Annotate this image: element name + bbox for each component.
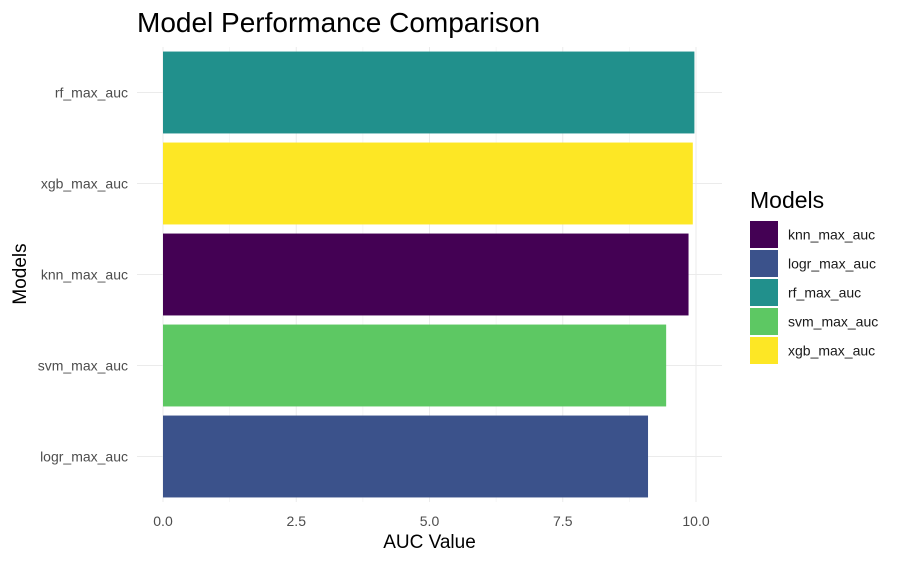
bar-rf_max_auc xyxy=(163,51,695,134)
legend-item: logr_max_auc xyxy=(750,250,876,277)
legend-label: rf_max_auc xyxy=(788,285,861,301)
y-tick-label: svm_max_auc xyxy=(38,358,128,374)
x-tick-label: 5.0 xyxy=(420,513,440,529)
chart-title: Model Performance Comparison xyxy=(137,7,540,38)
x-axis-ticks: 0.0 2.5 5.0 7.5 10.0 xyxy=(153,513,710,529)
x-tick-label: 0.0 xyxy=(153,513,173,529)
x-tick-label: 10.0 xyxy=(682,513,709,529)
bar-svm_max_auc xyxy=(163,324,667,407)
legend: Models knn_max_auc logr_max_auc rf_max_auc… xyxy=(750,187,878,364)
legend-key xyxy=(750,279,778,306)
legend-item: knn_max_auc xyxy=(750,221,875,248)
y-axis-ticks: rf_max_auc xgb_max_auc knn_max_auc svm_max_… xyxy=(38,85,128,465)
x-axis-title: AUC Value xyxy=(383,532,476,553)
bar-xgb_max_auc xyxy=(163,142,693,225)
y-tick-label: rf_max_auc xyxy=(55,85,128,101)
y-tick-label: xgb_max_auc xyxy=(41,176,128,192)
legend-item: svm_max_auc xyxy=(750,308,878,335)
bar-logr_max_auc xyxy=(163,415,649,498)
legend-key xyxy=(750,221,778,248)
y-tick-label: knn_max_auc xyxy=(41,267,128,283)
legend-label: logr_max_auc xyxy=(788,256,876,272)
legend-title: Models xyxy=(750,187,824,213)
y-axis-title: Models xyxy=(10,243,31,304)
y-tick-label: logr_max_auc xyxy=(40,449,128,465)
bars xyxy=(163,51,695,498)
legend-item: rf_max_auc xyxy=(750,279,861,306)
bar-knn_max_auc xyxy=(163,233,689,316)
legend-key xyxy=(750,308,778,335)
legend-label: svm_max_auc xyxy=(788,314,878,330)
legend-label: xgb_max_auc xyxy=(788,343,875,359)
legend-item: xgb_max_auc xyxy=(750,337,875,364)
legend-label: knn_max_auc xyxy=(788,227,875,243)
x-tick-label: 2.5 xyxy=(287,513,307,529)
x-tick-label: 7.5 xyxy=(553,513,573,529)
legend-key xyxy=(750,337,778,364)
legend-key xyxy=(750,250,778,277)
